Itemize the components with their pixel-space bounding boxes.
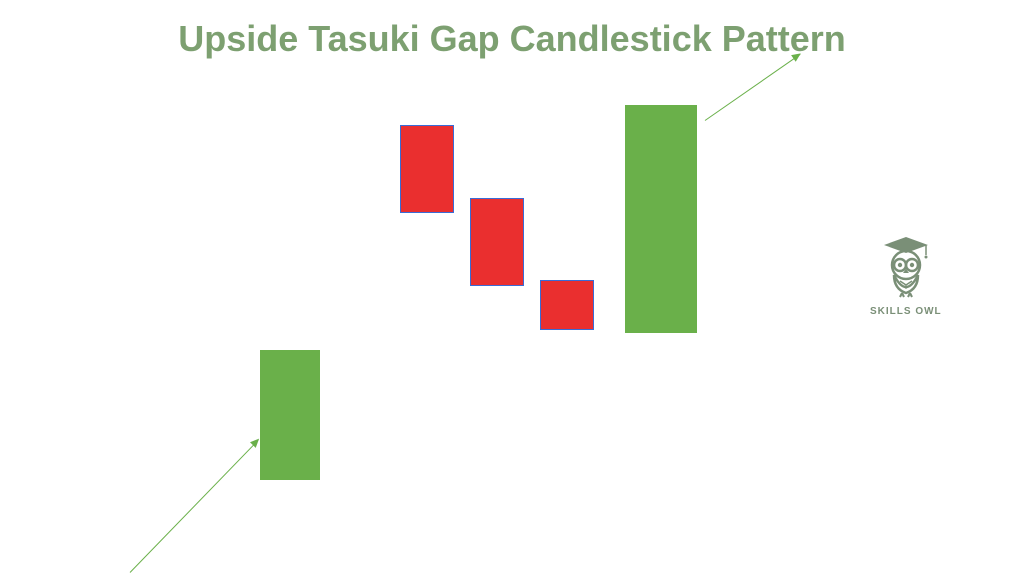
arrow-lower — [130, 440, 259, 573]
candle-2 — [400, 125, 454, 213]
candle-1 — [260, 350, 320, 480]
arrow-upper — [705, 54, 801, 121]
brand-logo-text: SKILLS OWL — [870, 306, 942, 317]
candle-5 — [625, 105, 697, 333]
owl-icon — [870, 235, 942, 304]
candle-3 — [470, 198, 524, 286]
candle-4 — [540, 280, 594, 330]
page-title: Upside Tasuki Gap Candlestick Pattern — [0, 18, 1024, 60]
diagram-stage: Upside Tasuki Gap Candlestick Pattern SK… — [0, 0, 1024, 576]
brand-logo: SKILLS OWL — [870, 235, 942, 317]
